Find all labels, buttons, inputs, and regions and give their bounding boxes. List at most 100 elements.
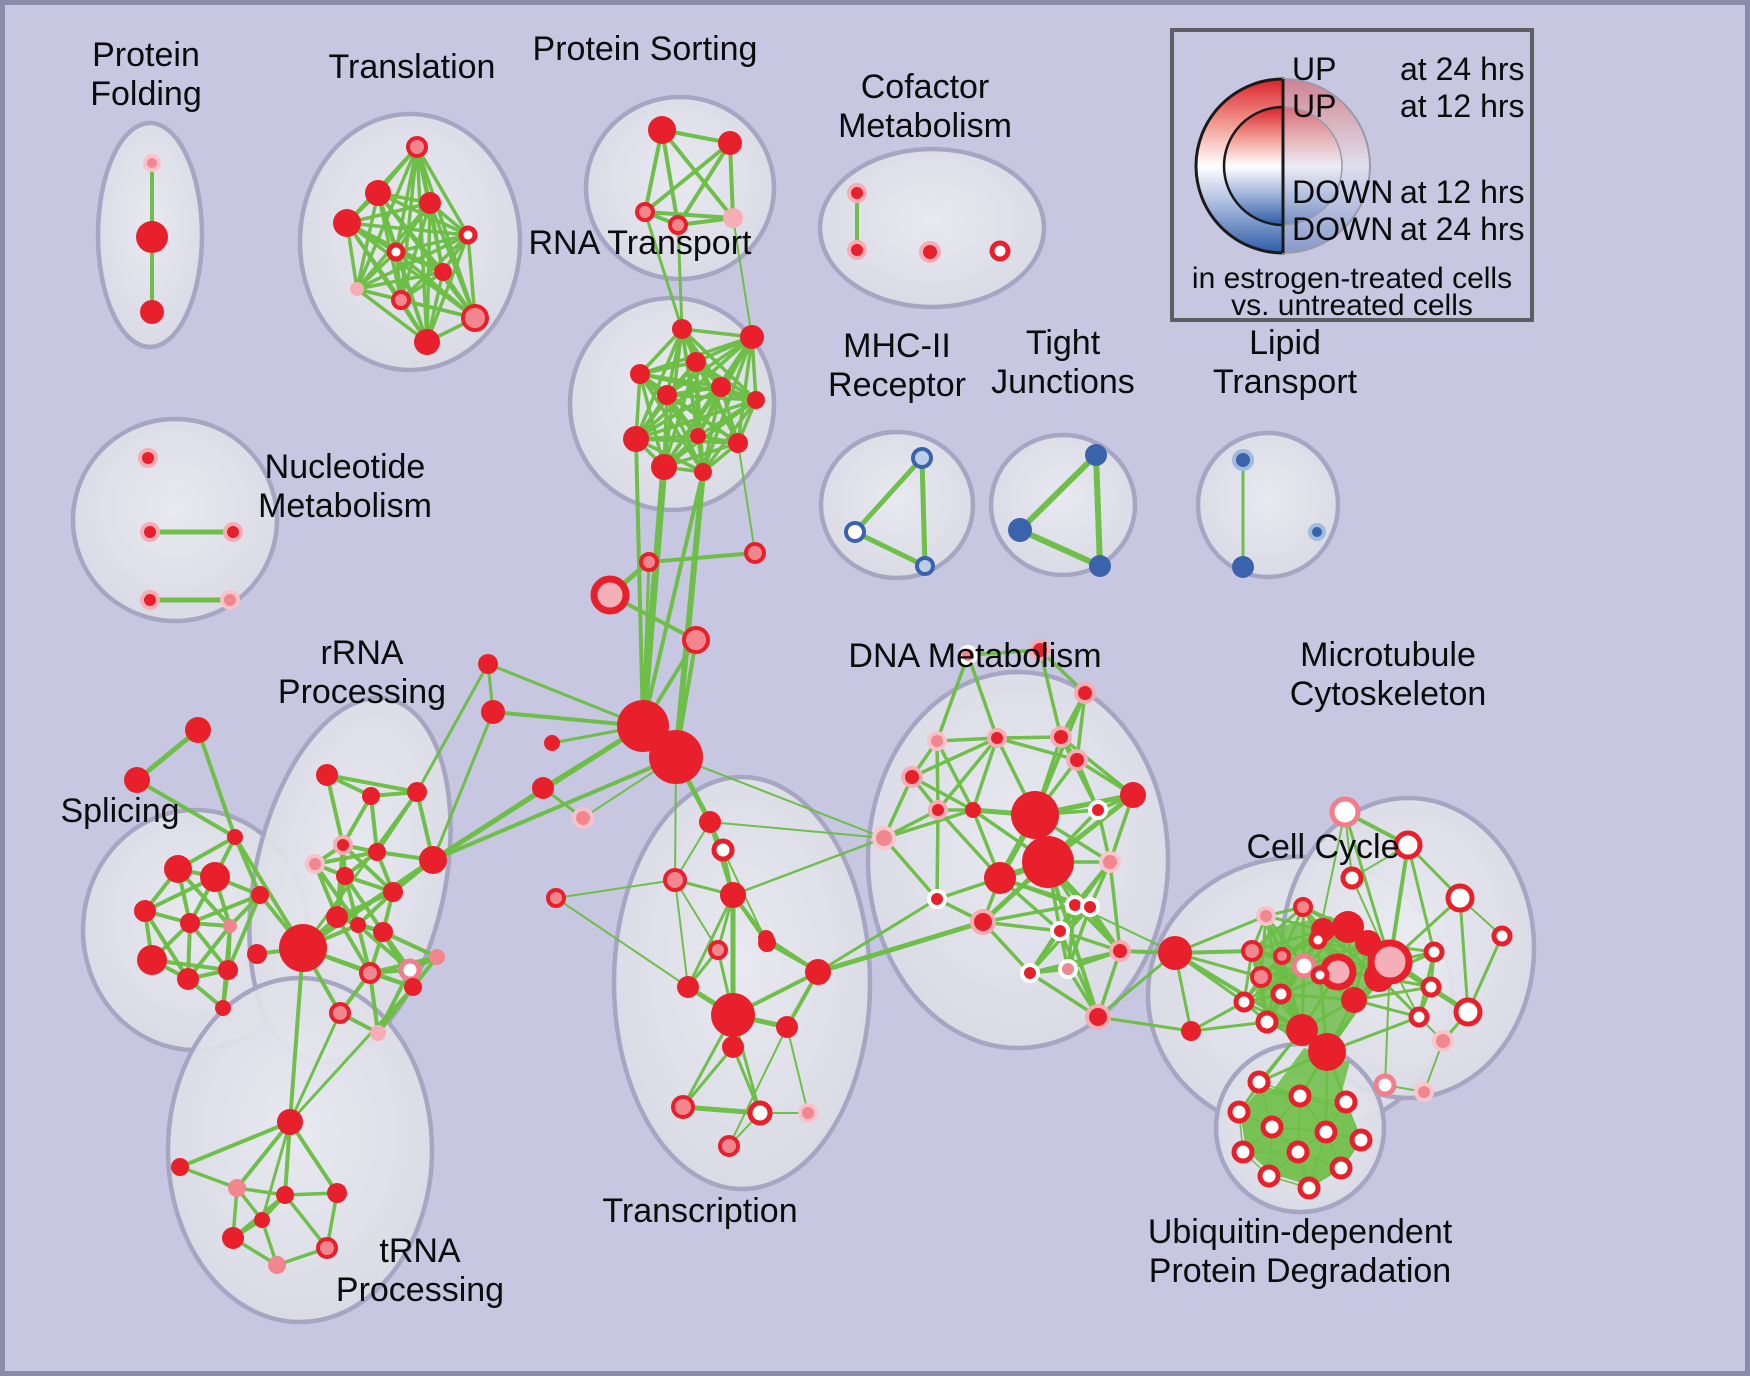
node-cell-cycle-18 [1308,1033,1346,1071]
edge-dna-metabolism [1038,648,1063,739]
node-rrna-processing-4 [305,854,325,874]
edge-dna-metabolism [935,736,999,743]
edge-rrna-processing [325,773,419,794]
edge-rna-transport-to-central [737,442,756,554]
node-rrna-processing-3 [333,835,353,855]
node-transcription-3 [720,882,746,908]
node-rrna-processing-18 [329,1002,351,1024]
edge-transcription [555,897,689,988]
cluster-label-nucleotide-metabolism: Nucleotide [265,448,426,486]
node-rrna-processing-0 [316,764,338,786]
edge-tight-junctions [1017,527,1103,569]
edge-central-to-rrna-processing [431,755,678,862]
edge-transcription-to-dna-metabolism [816,897,939,974]
node-transcription-5 [708,940,728,960]
node-mhc-ii-receptor-2 [915,556,935,576]
legend-caption: vs. untreated cells [1231,289,1473,322]
edge-protein-sorting [660,128,735,220]
edge-protein-sorting-to-rna-transport [676,223,684,331]
nodes [124,116,1513,1274]
edge-rna-transport [665,335,754,397]
cluster-label-microtubule-cytoskeleton: Cytoskeleton [1290,675,1487,713]
node-cofactor-metabolism-2 [919,241,941,263]
node-dna-metabolism-6 [927,731,947,751]
node-rna-transport-8 [690,428,706,444]
edge-central [647,551,757,564]
node-splicing-4 [200,862,230,892]
edge-dna-metabolism-to-central [675,756,885,839]
node-translation-9 [461,304,489,332]
node-ubiquitin-7 [1231,1140,1255,1164]
node-transcription-2 [663,868,687,892]
node-rrna-processing-17 [359,962,381,984]
node-dna-metabolism-11 [1022,836,1074,888]
legend-inner-circle-right [1282,106,1343,226]
node-rrna-processing-9 [326,906,348,928]
node-rna-transport-10 [651,454,677,480]
node-dna-metabolism-24 [1085,1004,1111,1030]
node-ubiquitin-0 [1247,1070,1271,1094]
node-dna-metabolism-9 [965,802,981,818]
edge-translation [425,233,470,344]
node-dna-metabolism-19 [970,909,996,935]
node-central-4 [744,542,766,564]
node-transcription-11 [671,1095,695,1119]
node-translation-8 [391,290,411,310]
node-dna-metabolism-14 [1088,800,1108,820]
cluster-label-transcription: Transcription [602,1192,797,1230]
edge-rrna-processing [313,862,360,927]
edge-rna-transport [665,393,758,402]
node-cell-cycle-3 [1293,897,1313,917]
node-rna-transport-1 [740,325,764,349]
edge-rna-transport [634,398,758,441]
cluster-label-microtubule-cytoskeleton: Microtubule [1300,636,1476,674]
cluster-label-tight-junctions: Junctions [991,363,1135,401]
cluster-label-mhc-ii-receptor: MHC-II [843,327,951,365]
node-protein-sorting-0 [648,116,676,144]
edge-dna-metabolism [966,648,1042,657]
node-microtubule-cytoskeleton-9 [1373,1073,1397,1097]
legend-direction-3: DOWN [1292,211,1393,247]
edge-splicing [196,728,237,839]
cluster-label-mhc-ii-receptor: Receptor [828,366,966,404]
legend-time-0: at 24 hrs [1400,51,1525,87]
edge-dna-metabolism [882,836,939,901]
node-protein-folding-2 [140,300,164,324]
edge-dna-metabolism [910,775,975,812]
cluster-ellipse-cofactor-metabolism [817,146,1047,310]
edge-rna-transport [638,372,758,402]
cluster-label-cofactor-metabolism: Cofactor [861,68,990,106]
edge-central-to-rrna-processing [415,662,490,794]
node-cell-cycle-21 [1408,1006,1430,1028]
node-translation-5 [386,242,406,262]
node-ubiquitin-3 [1227,1100,1251,1124]
node-protein-sorting-1 [718,131,742,155]
edge-trna-processing [178,1165,239,1190]
node-microtubule-cytoskeleton-2 [1340,866,1364,890]
node-rna-transport-4 [711,377,731,397]
cluster-label-trna-processing: tRNA [379,1232,461,1270]
node-tight-junctions-2 [1089,555,1111,577]
node-protein-folding-0 [143,154,161,172]
edge-dna-metabolism [981,903,1077,924]
node-splicing-11 [218,960,238,980]
edge-rrna-processing [341,843,395,894]
edge-translation [355,191,380,291]
node-ubiquitin-5 [1314,1120,1338,1144]
node-nucleotide-metabolism-4 [220,590,240,610]
edge-rna-transport [634,327,684,441]
node-splicing-6 [180,913,200,933]
node-cofactor-metabolism-0 [847,183,867,203]
node-rrna-processing-5 [336,867,354,885]
node-rna-transport-11 [694,463,712,481]
node-lipid-transport-2 [1308,523,1326,541]
node-cell-cycle-14 [1233,991,1255,1013]
legend-direction-1: UP [1292,88,1336,124]
node-cell-cycle-10 [1291,953,1317,979]
edge-cell-cycle-to-ubiquitin [1238,1029,1303,1113]
node-cell-cycle-1 [1181,1021,1201,1041]
cluster-ellipse-nucleotide-metabolism [70,416,280,624]
node-ubiquitin-10 [1257,1164,1281,1188]
legend-inner-circle-left [1222,105,1285,227]
edge-translation [394,233,470,254]
